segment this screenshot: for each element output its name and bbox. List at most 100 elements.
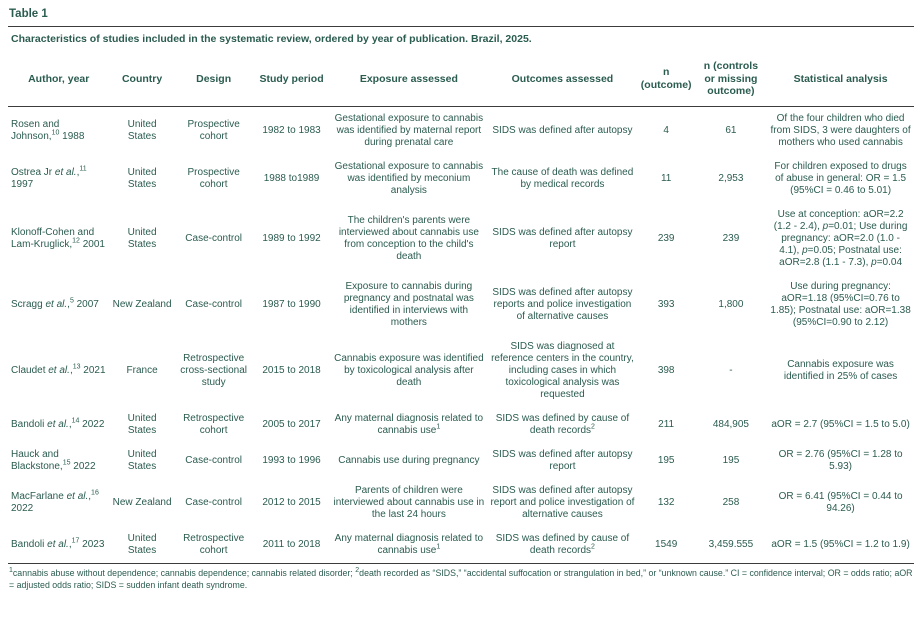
- cell-n-outcome: 393: [657, 298, 675, 310]
- cell-country: New Zealand: [112, 298, 172, 310]
- table-header-row: Author, year Country Design Study period Exp…: [8, 52, 914, 107]
- table-row: Rosen and Johnson,10 1988 United States Pr…: [8, 106, 914, 155]
- column-header-8: Statistical analysis: [767, 52, 914, 107]
- table-caption: Characteristics of studies included in t…: [11, 33, 532, 45]
- cell-analysis: Of the four children who died from SIDS,…: [770, 112, 911, 148]
- cell-outcomes: SIDS was diagnosed at reference centers …: [491, 340, 634, 400]
- cell-outcomes: SIDS was defined after autopsy report an…: [490, 484, 635, 520]
- cell-exposure: Exposure to cannabis during pregnancy an…: [343, 280, 474, 328]
- cell-n-outcome: 195: [657, 454, 675, 466]
- cell-country: United States: [127, 226, 157, 250]
- cell-outcomes: SIDS was defined after autopsy: [492, 124, 633, 136]
- cell-exposure: Gestational exposure to cannabis was ide…: [334, 160, 484, 196]
- cell-design: Prospective cohort: [187, 166, 240, 190]
- cell-country: France: [126, 364, 158, 376]
- table-row: Klonoff-Cohen and Lam-Kruglick,12 2001 Un…: [8, 203, 914, 275]
- cell-exposure: The children's parents were interviewed …: [338, 214, 479, 262]
- cell-exposure: Gestational exposure to cannabis was ide…: [334, 112, 484, 148]
- cell-outcomes: The cause of death was defined by medica…: [491, 166, 634, 190]
- cell-n-outcome: 132: [657, 496, 675, 508]
- cell-author: Scragg et al.,5 2007: [11, 297, 99, 310]
- cell-design: Retrospective cohort: [183, 532, 245, 556]
- cell-outcomes: SIDS was defined by cause of death recor…: [495, 412, 630, 436]
- column-header-2: Design: [174, 52, 253, 107]
- table-row: MacFarlane et al.,16 2022 New Zealand Case…: [8, 479, 914, 527]
- cell-n-controls: 258: [722, 496, 740, 508]
- column-header-7: n (controls or missing outcome): [694, 52, 768, 107]
- cell-n-outcome: 239: [657, 232, 675, 244]
- cell-analysis: Use at conception: aOR=2.2 (1.2 - 2.4), …: [773, 208, 908, 268]
- cell-period: 1982 to 1983: [262, 124, 321, 136]
- cell-analysis: Use during pregnancy: aOR=1.18 (95%CI=0.…: [770, 280, 911, 328]
- cell-design: Case-control: [185, 232, 242, 244]
- cell-author: Bandoli et al.,17 2023: [11, 537, 105, 550]
- cell-period: 2011 to 2018: [262, 538, 321, 550]
- cell-period: 1993 to 1996: [262, 454, 321, 466]
- cell-exposure: Parents of children were interviewed abo…: [333, 484, 485, 520]
- cell-n-controls: 484,905: [712, 418, 749, 430]
- cell-n-controls: 3,459.555: [708, 538, 754, 550]
- table-row: Hauck and Blackstone,15 2022 United State…: [8, 443, 914, 479]
- table-label: Table 1: [9, 8, 48, 20]
- cell-n-outcome: 1549: [655, 538, 678, 550]
- cell-analysis: OR = 6.41 (95%CI = 0.44 to 94.26): [778, 490, 903, 514]
- cell-design: Case-control: [185, 496, 242, 508]
- cell-country: United States: [127, 412, 157, 436]
- column-header-1: Country: [109, 52, 175, 107]
- cell-author: Klonoff-Cohen and Lam-Kruglick,12 2001: [11, 226, 105, 250]
- cell-author: Rosen and Johnson,10 1988: [11, 118, 85, 142]
- cell-analysis: OR = 2.76 (95%CI = 1.28 to 5.93): [778, 448, 903, 472]
- cell-design: Retrospective cohort: [183, 412, 245, 436]
- cell-analysis: aOR = 2.7 (95%CI = 1.5 to 5.0): [771, 418, 910, 430]
- cell-exposure: Cannabis exposure was identified by toxi…: [334, 352, 484, 388]
- cell-author: Ostrea Jr et al.,11 1997: [11, 165, 87, 190]
- cell-n-controls: 2,953: [718, 172, 744, 184]
- cell-outcomes: SIDS was defined after autopsy reports a…: [492, 286, 633, 322]
- cell-country: United States: [127, 166, 157, 190]
- column-header-3: Study period: [252, 52, 331, 107]
- cell-author: Hauck and Blackstone,15 2022: [11, 448, 96, 472]
- cell-n-outcome: 4: [663, 124, 669, 136]
- table-row: Claudet et al.,13 2021 France Retrospectiv…: [8, 335, 914, 407]
- cell-period: 1988 to1989: [263, 172, 320, 184]
- cell-analysis: For children exposed to drugs of abuse i…: [774, 160, 907, 196]
- cell-design: Case-control: [185, 298, 242, 310]
- column-header-5: Outcomes assessed: [487, 52, 638, 107]
- table-row: Ostrea Jr et al.,11 1997 United States Pro…: [8, 155, 914, 203]
- cell-design: Case-control: [185, 454, 242, 466]
- cell-design: Retrospective cross-sectional study: [180, 352, 247, 388]
- cell-n-controls: 61: [725, 124, 737, 136]
- cell-outcomes: SIDS was defined after autopsy report: [492, 226, 633, 250]
- cell-period: 1987 to 1990: [262, 298, 321, 310]
- cell-design: Prospective cohort: [187, 118, 240, 142]
- cell-period: 2005 to 2017: [262, 418, 321, 430]
- cell-n-controls: 239: [722, 232, 740, 244]
- column-header-6: n (outcome): [637, 52, 695, 107]
- cell-author: Bandoli et al.,14 2022: [11, 417, 105, 430]
- cell-n-outcome: 398: [657, 364, 675, 376]
- cell-author: Claudet et al.,13 2021: [11, 363, 106, 376]
- table-footnote: 1cannabis abuse without dependence; cann…: [9, 566, 913, 590]
- cell-country: United States: [127, 448, 157, 472]
- cell-n-outcome: 211: [658, 418, 675, 430]
- cell-exposure: Any maternal diagnosis related to cannab…: [334, 412, 484, 436]
- table-row: Scragg et al.,5 2007 New Zealand Case-cont…: [8, 275, 914, 335]
- cell-country: United States: [127, 532, 157, 556]
- cell-n-outcome: 11: [660, 172, 672, 184]
- paper-table-figure: Table 1 Characteristics of studies inclu…: [8, 8, 914, 590]
- cell-period: 2012 to 2015: [262, 496, 321, 508]
- cell-n-controls: 195: [722, 454, 740, 466]
- studies-table: Author, year Country Design Study period Exp…: [8, 52, 914, 564]
- column-header-4: Exposure assessed: [330, 52, 488, 107]
- cell-country: United States: [127, 118, 157, 142]
- divider: [8, 26, 914, 27]
- cell-author: MacFarlane et al.,16 2022: [11, 489, 99, 514]
- table-row: Bandoli et al.,14 2022 United States Retro…: [8, 407, 914, 443]
- cell-exposure: Any maternal diagnosis related to cannab…: [334, 532, 484, 556]
- table-row: Bandoli et al.,17 2023 United States Retro…: [8, 527, 914, 564]
- cell-outcomes: SIDS was defined after autopsy report: [492, 448, 633, 472]
- cell-n-controls: -: [729, 364, 733, 376]
- cell-period: 2015 to 2018: [262, 364, 321, 376]
- cell-analysis: aOR = 1.5 (95%CI = 1.2 to 1.9): [771, 538, 910, 550]
- cell-exposure: Cannabis use during pregnancy: [338, 454, 480, 466]
